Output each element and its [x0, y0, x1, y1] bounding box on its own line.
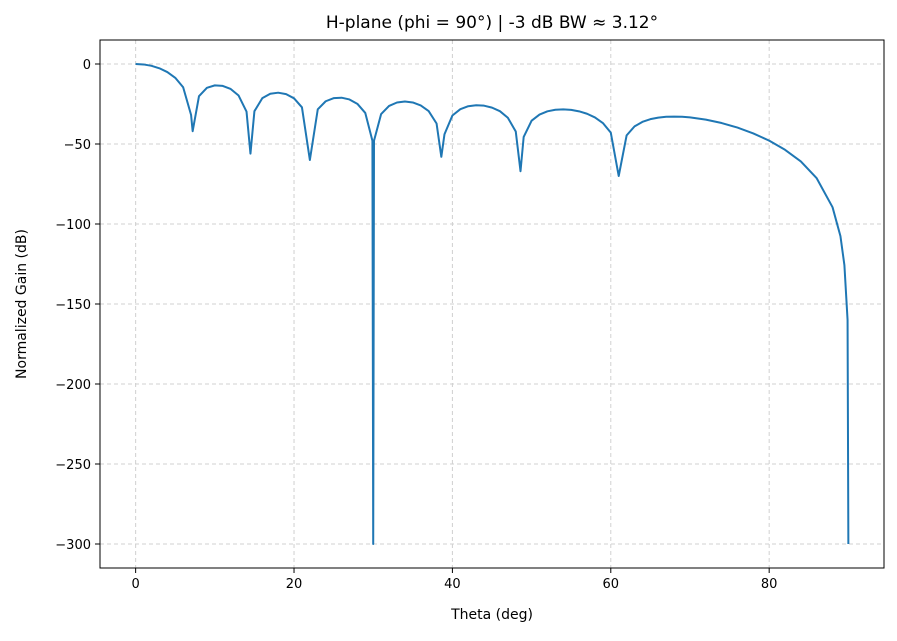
- y-tick-label: −50: [64, 138, 91, 153]
- y-axis-label: Normalized Gain (dB): [14, 229, 30, 379]
- x-axis: 0 20 40 60 80: [131, 568, 777, 592]
- x-tick-label: 80: [761, 577, 778, 592]
- x-tick-label: 60: [603, 577, 620, 592]
- y-tick-label: 0: [83, 58, 91, 73]
- y-tick-label: −250: [55, 458, 91, 473]
- x-tick-label: 20: [286, 577, 303, 592]
- series-group: [135, 63, 850, 545]
- x-axis-label: Theta (deg): [450, 607, 533, 623]
- y-tick-label: −150: [55, 298, 91, 313]
- y-axis: 0 −50 −100 −150 −200 −250 −300: [55, 58, 100, 553]
- gain-line: [135, 63, 850, 545]
- y-tick-label: −200: [55, 378, 91, 393]
- y-tick-label: −100: [55, 218, 91, 233]
- grid: [100, 40, 884, 568]
- y-tick-label: −300: [55, 538, 91, 553]
- x-tick-label: 0: [131, 577, 139, 592]
- chart-title: H-plane (phi = 90°) | -3 dB BW ≈ 3.12°: [326, 13, 658, 33]
- x-tick-label: 40: [444, 577, 461, 592]
